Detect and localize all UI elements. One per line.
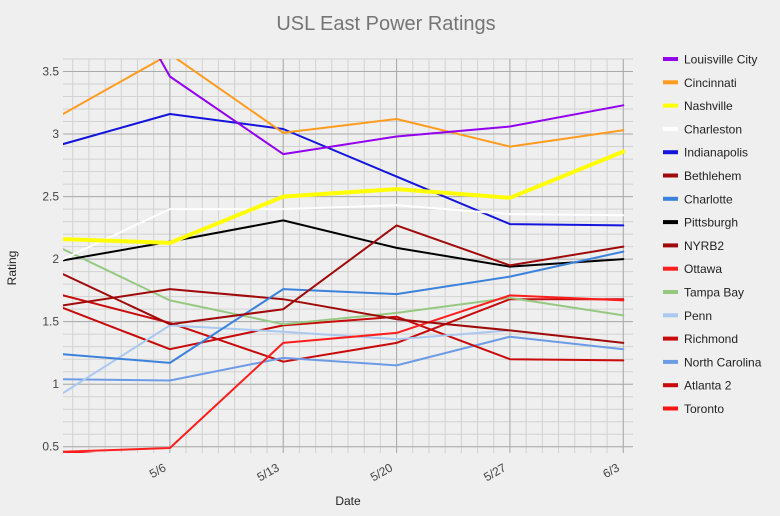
series-line-louisville-city — [158, 59, 625, 156]
legend-label: Ottawa — [684, 262, 722, 276]
y-tick-label: 3 — [52, 127, 59, 141]
series-line-charleston — [63, 204, 625, 261]
y-tick-label: 1.5 — [42, 315, 59, 329]
chart-title: USL East Power Ratings — [276, 13, 495, 35]
series-line-pittsburgh — [63, 219, 625, 268]
legend-label: Tampa Bay — [684, 286, 744, 300]
legend-label: Charlotte — [684, 192, 733, 206]
legend-label: Atlanta 2 — [684, 379, 732, 393]
y-axis: 0.5 1 1.5 2 2.5 3 3.5 — [42, 65, 59, 454]
series-line-richmond — [63, 306, 625, 362]
legend-label: Nashville — [684, 99, 733, 113]
y-tick-label: 2.5 — [42, 190, 59, 204]
y-axis-label: Rating — [5, 251, 19, 286]
legend-label: Pittsburgh — [684, 216, 738, 230]
series-line-nyrb2 — [63, 288, 625, 344]
series-line-ottawa — [63, 294, 625, 453]
series-line-indianapolis — [63, 113, 625, 227]
legend-label: Indianapolis — [684, 146, 748, 160]
series-group — [63, 59, 626, 453]
series-line-north-carolina — [63, 335, 625, 382]
legend-label: Louisville City — [684, 53, 757, 67]
series-line-cincinnati — [63, 59, 625, 148]
series-line-penn — [63, 324, 511, 394]
legend-label: NYRB2 — [684, 239, 724, 253]
series-line-nashville — [63, 149, 626, 245]
y-tick-label: 2 — [52, 252, 59, 266]
legend-label: Charleston — [684, 122, 742, 136]
legend-label: Penn — [684, 309, 712, 323]
y-tick-label: 0.5 — [42, 440, 59, 454]
series-line-toronto — [63, 450, 97, 453]
legend-label: Toronto — [684, 402, 724, 416]
legend-label: Cincinnati — [684, 76, 737, 90]
series-line-bethlehem — [63, 224, 625, 326]
y-tick-label: 3.5 — [42, 65, 59, 79]
x-axis-label: Date — [335, 494, 361, 508]
series-line-atlanta-2 — [63, 294, 625, 363]
legend-label: North Carolina — [684, 355, 762, 369]
series-line-charlotte — [63, 250, 625, 364]
legend-label: Richmond — [684, 332, 738, 346]
legend: Louisville City Cincinnati Nashville Charle… — [663, 53, 762, 416]
legend-label: Bethlehem — [684, 169, 741, 183]
y-tick-label: 1 — [52, 377, 59, 391]
